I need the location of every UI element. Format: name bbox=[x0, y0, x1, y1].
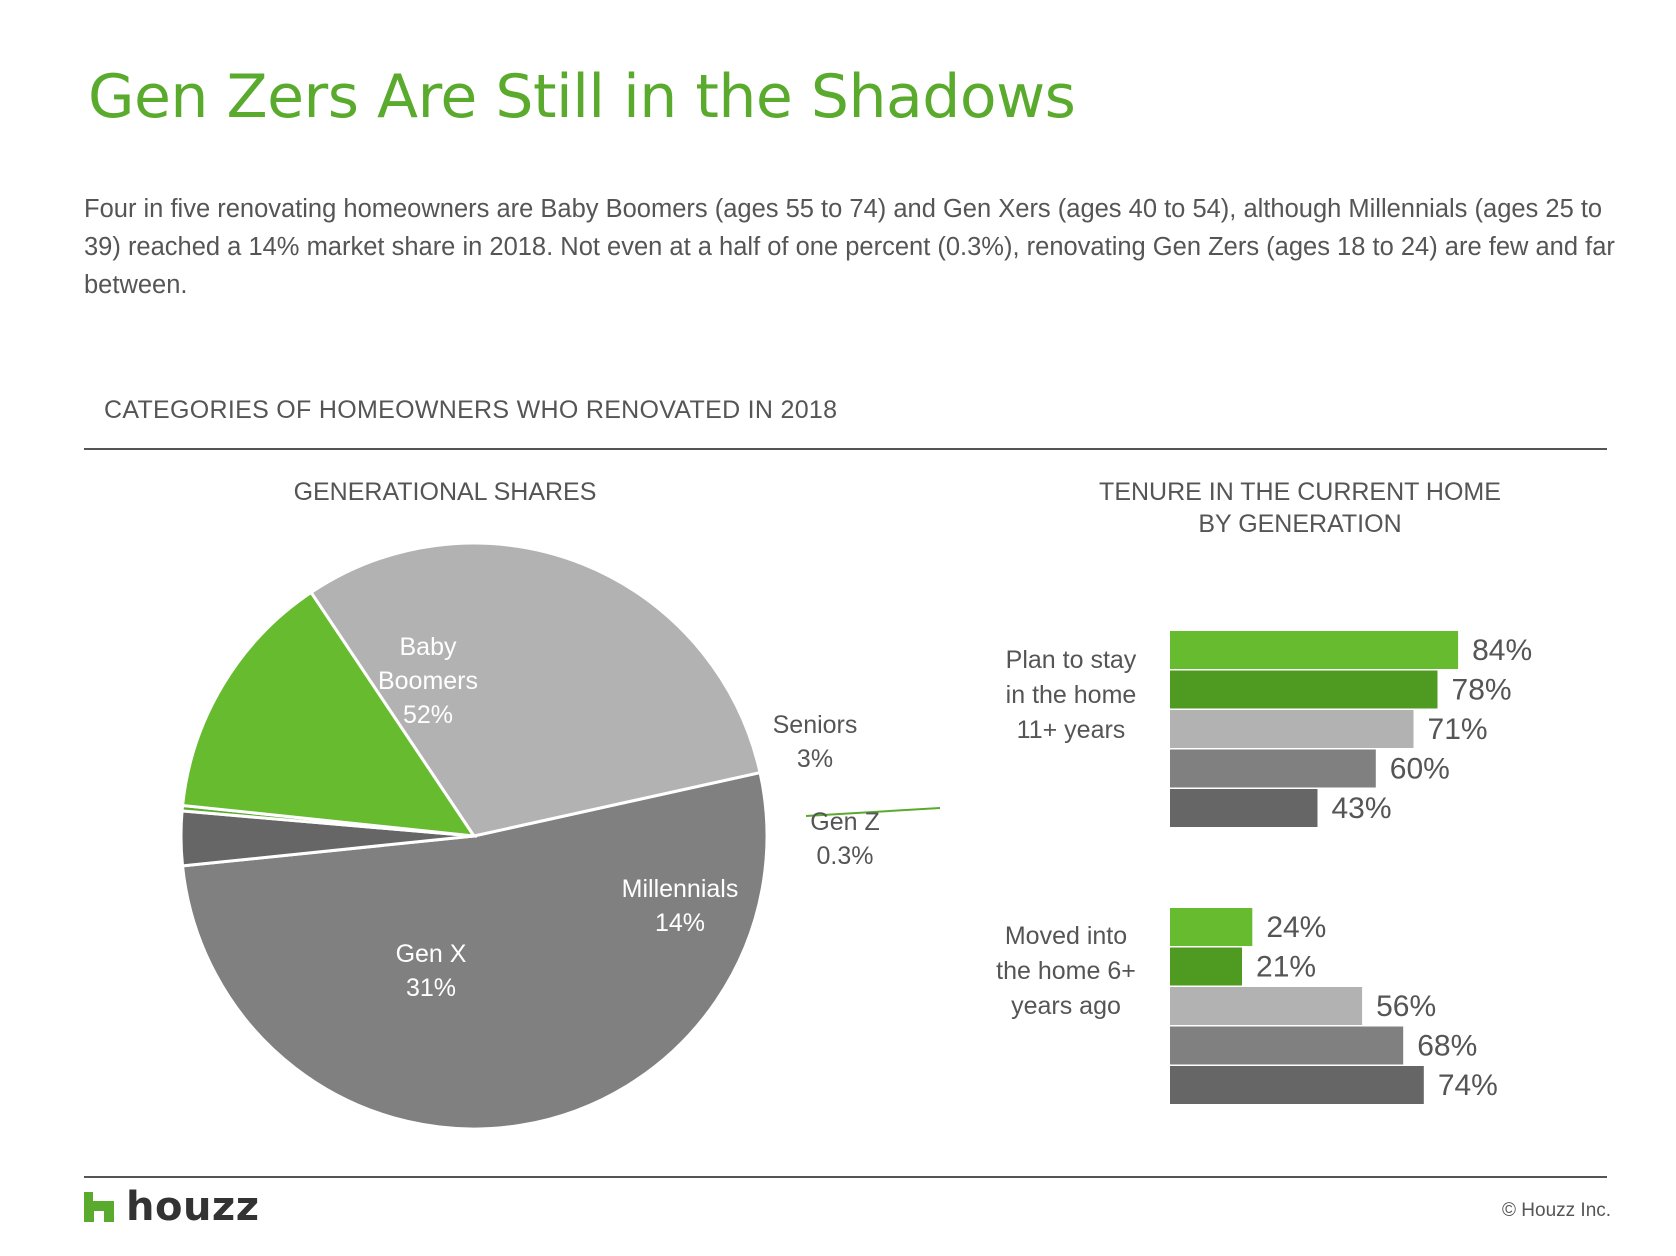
bar-chart-title-line-2: BY GENERATION bbox=[1198, 510, 1402, 538]
intro-paragraph: Four in five renovating homeowners are B… bbox=[84, 195, 1615, 299]
bar bbox=[1170, 908, 1253, 946]
bar-group-label: Plan to stay bbox=[1006, 646, 1137, 674]
bar-group-label: years ago bbox=[1011, 992, 1121, 1020]
bar bbox=[1170, 947, 1242, 986]
pie-slice-baby-boomers bbox=[180, 770, 769, 1131]
bar-value-label: 24% bbox=[1266, 911, 1326, 944]
pie-slice-label: Baby bbox=[400, 633, 457, 661]
page-title: Gen Zers Are Still in the Shadows bbox=[88, 62, 1076, 132]
footer-divider bbox=[84, 1176, 1607, 1178]
pie-slice-value-label: 0.3% bbox=[817, 842, 874, 870]
pie-chart: Baby Boomers 52% Seniors 3% Gen Z 0.3% Millenni… bbox=[179, 541, 941, 1131]
houzz-logo-icon bbox=[84, 1192, 114, 1222]
pie-leader-line-gen-z bbox=[805, 807, 941, 817]
pie-slice-value-label: 14% bbox=[655, 909, 705, 937]
bar-group-label: in the home bbox=[1006, 681, 1137, 709]
bar bbox=[1170, 631, 1459, 669]
pie-slice-label: Boomers bbox=[378, 667, 478, 695]
bar-value-label: 84% bbox=[1472, 634, 1532, 667]
bar-group-label: Moved into bbox=[1005, 922, 1127, 950]
bar-chart: 84% 78% 71% 60% 43% Plan to stay in the home 11… bbox=[996, 631, 1532, 1104]
bar-chart-title-line-1: TENURE IN THE CURRENT HOME bbox=[1099, 478, 1501, 506]
bar bbox=[1170, 1066, 1424, 1104]
brand-logo-text: houzz bbox=[126, 1184, 260, 1230]
copyright-notice: © Houzz Inc. bbox=[1502, 1200, 1612, 1221]
bar-value-label: 71% bbox=[1428, 713, 1488, 746]
bar bbox=[1170, 1026, 1404, 1065]
bar-value-label: 21% bbox=[1256, 951, 1316, 984]
bar-value-label: 56% bbox=[1376, 990, 1436, 1023]
pie-slice-gen-x bbox=[309, 541, 762, 838]
bar-value-label: 78% bbox=[1452, 674, 1512, 707]
section-divider bbox=[84, 448, 1607, 450]
pie-slice-label: Seniors bbox=[773, 711, 858, 739]
bar-value-label: 68% bbox=[1417, 1030, 1477, 1063]
pie-slice-value-label: 3% bbox=[797, 745, 833, 773]
bar-value-label: 43% bbox=[1331, 792, 1391, 825]
bar-chart-title: TENURE IN THE CURRENT HOME BY GENERATION bbox=[1040, 476, 1560, 540]
pie-slice-value-label: 52% bbox=[403, 701, 453, 729]
section-heading: CATEGORIES OF HOMEOWNERS WHO RENOVATED I… bbox=[104, 396, 838, 424]
pie-slice-millennials bbox=[180, 590, 478, 838]
bar bbox=[1170, 749, 1376, 788]
bar bbox=[1170, 987, 1363, 1025]
pie-slice-label: Gen X bbox=[396, 940, 467, 968]
pie-slice-label: Gen Z bbox=[810, 808, 879, 836]
bar-group-label: the home 6+ bbox=[996, 957, 1136, 985]
bar bbox=[1170, 670, 1438, 709]
bar-value-label: 60% bbox=[1390, 753, 1450, 786]
pie-slice-value-label: 31% bbox=[406, 974, 456, 1002]
bar-value-label: 74% bbox=[1438, 1069, 1498, 1102]
bar bbox=[1170, 789, 1318, 827]
pie-slice-label: Millennials bbox=[622, 875, 739, 903]
pie-chart-title: GENERATIONAL SHARES bbox=[293, 478, 597, 506]
bar bbox=[1170, 710, 1414, 748]
bar-group-label: 11+ years bbox=[1017, 716, 1126, 744]
